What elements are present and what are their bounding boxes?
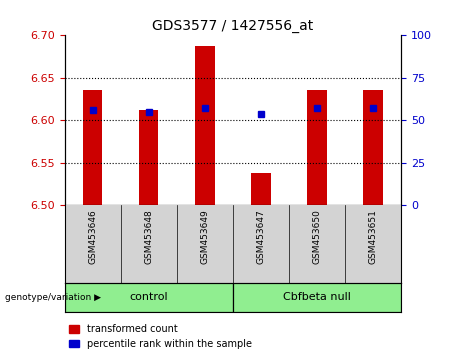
Text: GSM453648: GSM453648 bbox=[144, 209, 153, 264]
Title: GDS3577 / 1427556_at: GDS3577 / 1427556_at bbox=[152, 19, 313, 33]
Bar bbox=[251, 173, 271, 205]
Text: GSM453649: GSM453649 bbox=[200, 209, 209, 264]
Text: GSM453647: GSM453647 bbox=[256, 209, 266, 264]
Text: control: control bbox=[130, 292, 168, 302]
Text: genotype/variation ▶: genotype/variation ▶ bbox=[5, 293, 100, 302]
Bar bbox=[195, 46, 214, 205]
Bar bbox=[363, 90, 383, 205]
Text: GSM453651: GSM453651 bbox=[368, 209, 378, 264]
Bar bbox=[83, 90, 102, 205]
Text: Cbfbeta null: Cbfbeta null bbox=[283, 292, 351, 302]
Bar bbox=[307, 90, 327, 205]
Bar bbox=[65, 283, 233, 312]
Text: GSM453646: GSM453646 bbox=[88, 209, 97, 264]
Text: GSM453650: GSM453650 bbox=[313, 209, 321, 264]
Bar bbox=[233, 283, 401, 312]
Bar bbox=[139, 110, 159, 205]
Legend: transformed count, percentile rank within the sample: transformed count, percentile rank withi… bbox=[70, 324, 252, 349]
